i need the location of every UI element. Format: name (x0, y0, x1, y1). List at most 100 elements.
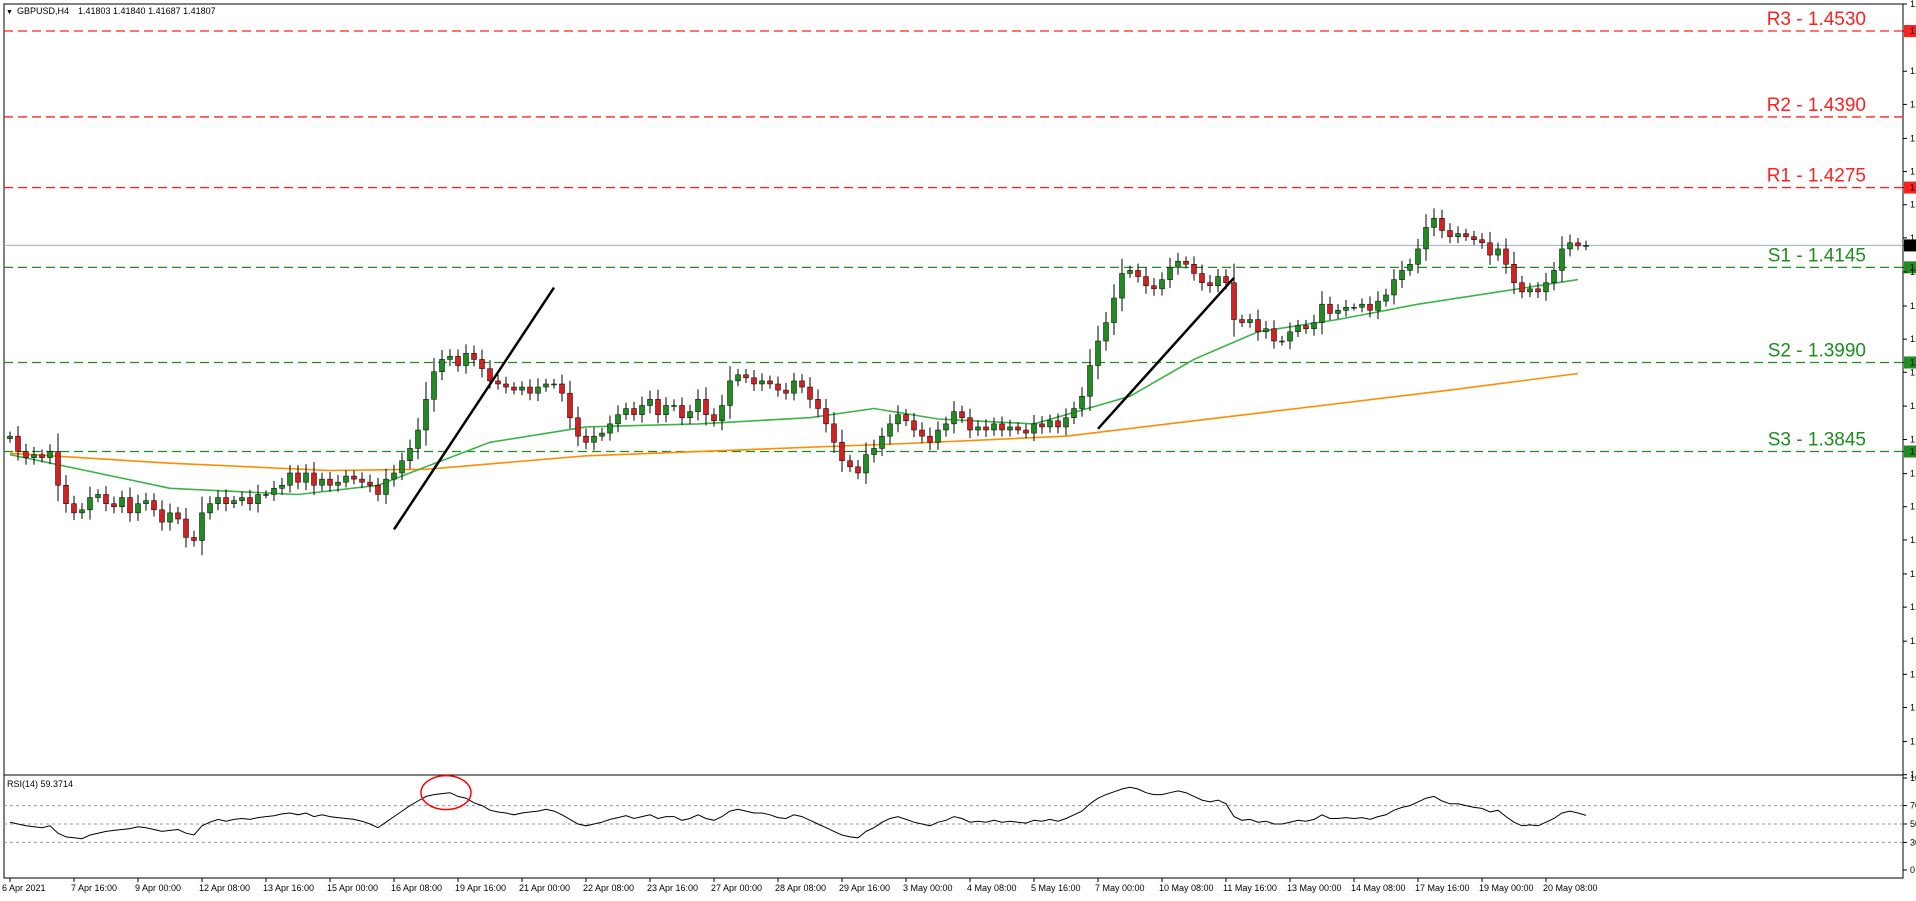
candle-body (1255, 319, 1261, 333)
price-tick-label: 1.33725 (1910, 737, 1916, 747)
bullish-candle (1375, 291, 1381, 320)
bullish-candle (1583, 240, 1589, 251)
candle-body (1015, 426, 1021, 431)
time-tick-label: 22 Apr 08:00 (583, 883, 634, 893)
candle-body (1487, 242, 1493, 256)
candle-body (319, 478, 325, 486)
candle-body (431, 371, 437, 400)
candle-body (1047, 420, 1053, 428)
bullish-candle (271, 481, 277, 502)
bullish-candle (1247, 313, 1253, 328)
bearish-candle (703, 387, 709, 426)
candle-body (1407, 264, 1413, 271)
rsi-panel: 100 70 50 30 0 (4, 773, 1916, 875)
bearish-candle (223, 489, 229, 512)
candle-body (679, 405, 685, 418)
rsi-line (9, 786, 1587, 840)
candle-body (767, 380, 773, 385)
candle-body (95, 494, 101, 498)
bullish-candle (1127, 265, 1133, 278)
candle-body (87, 497, 93, 511)
candles-layer (7, 208, 1589, 556)
candle-body (911, 420, 917, 431)
candle-body (1535, 288, 1541, 293)
bearish-candle (1231, 263, 1237, 337)
trendline[interactable] (1097, 276, 1235, 430)
candle-body (1511, 264, 1517, 283)
candle-body (55, 451, 61, 486)
menu-dropdown-icon[interactable]: ▼ (6, 9, 13, 16)
trendline[interactable] (392, 286, 556, 531)
candle-body (543, 383, 549, 388)
candle-body (959, 411, 965, 418)
rsi-tick-label: 100 (1910, 773, 1916, 783)
candle-body (1207, 282, 1213, 287)
bearish-candle (495, 374, 501, 390)
candle-body (47, 451, 53, 458)
bearish-candle (1271, 320, 1277, 349)
bullish-candle (671, 399, 677, 411)
candle-body (479, 359, 485, 369)
bearish-candle (175, 507, 181, 525)
trendlines-layer[interactable] (392, 276, 1235, 531)
candle-body (207, 503, 213, 514)
price-axis[interactable]: 1.45740 1.45300 1.44645 1.44105 1.43550 1.430… (1903, 0, 1916, 780)
bullish-candle (47, 444, 53, 465)
candle-body (7, 435, 13, 439)
candle-body (1279, 340, 1285, 343)
candle-body (1039, 423, 1045, 428)
candle-body (119, 497, 125, 507)
bullish-candle (415, 417, 421, 460)
price-tick-label: 1.43550 (1910, 133, 1916, 143)
candle-body (295, 472, 301, 483)
bullish-candle (167, 503, 173, 531)
candle-body (399, 460, 405, 474)
candle-body (239, 497, 245, 501)
candle-body (791, 380, 797, 394)
bearish-candle (855, 460, 861, 480)
bearish-candle (679, 397, 685, 425)
candle-body (311, 472, 317, 486)
candle-body (1183, 260, 1189, 265)
candle-body (719, 405, 725, 422)
candle-body (1239, 319, 1245, 323)
bullish-candle (1215, 269, 1221, 293)
bearish-candle (103, 486, 109, 512)
bearish-candle (839, 429, 845, 473)
bearish-candle (1143, 267, 1149, 294)
bullish-candle (199, 496, 205, 556)
candle-body (199, 512, 205, 541)
rsi-tick-label: 50 (1910, 819, 1916, 829)
candle-body (1447, 230, 1453, 237)
candle-body (1335, 310, 1341, 314)
time-tick-label: 13 Apr 16:00 (263, 883, 314, 893)
candle-body (1127, 270, 1133, 274)
candle-body (1575, 242, 1581, 247)
candle-body (1415, 248, 1421, 265)
bullish-candle (863, 442, 869, 484)
price-tick-label: 1.33185 (1910, 770, 1916, 780)
bearish-candle (1199, 264, 1205, 291)
candle-body (1007, 426, 1013, 431)
bearish-candle (575, 406, 581, 447)
candle-body (895, 414, 901, 425)
bearish-candle (583, 428, 589, 450)
candle-body (1367, 303, 1373, 311)
candle-body (751, 377, 757, 385)
candle-body (663, 405, 669, 415)
bullish-candle (663, 397, 669, 423)
bullish-candle (143, 492, 149, 511)
candle-body (1391, 279, 1397, 296)
bullish-candle (463, 344, 469, 374)
candle-body (1567, 242, 1573, 250)
bullish-candle (991, 417, 997, 436)
candle-body (799, 380, 805, 388)
bearish-candle (455, 349, 461, 372)
time-tick-label: 9 Apr 00:00 (135, 883, 181, 893)
time-axis[interactable]: 6 Apr 2021 7 Apr 16:00 9 Apr 00:00 12 Apr 0… (2, 878, 1598, 893)
candle-body (495, 380, 501, 385)
candle-body (1063, 417, 1069, 428)
candle-body (1223, 276, 1229, 283)
